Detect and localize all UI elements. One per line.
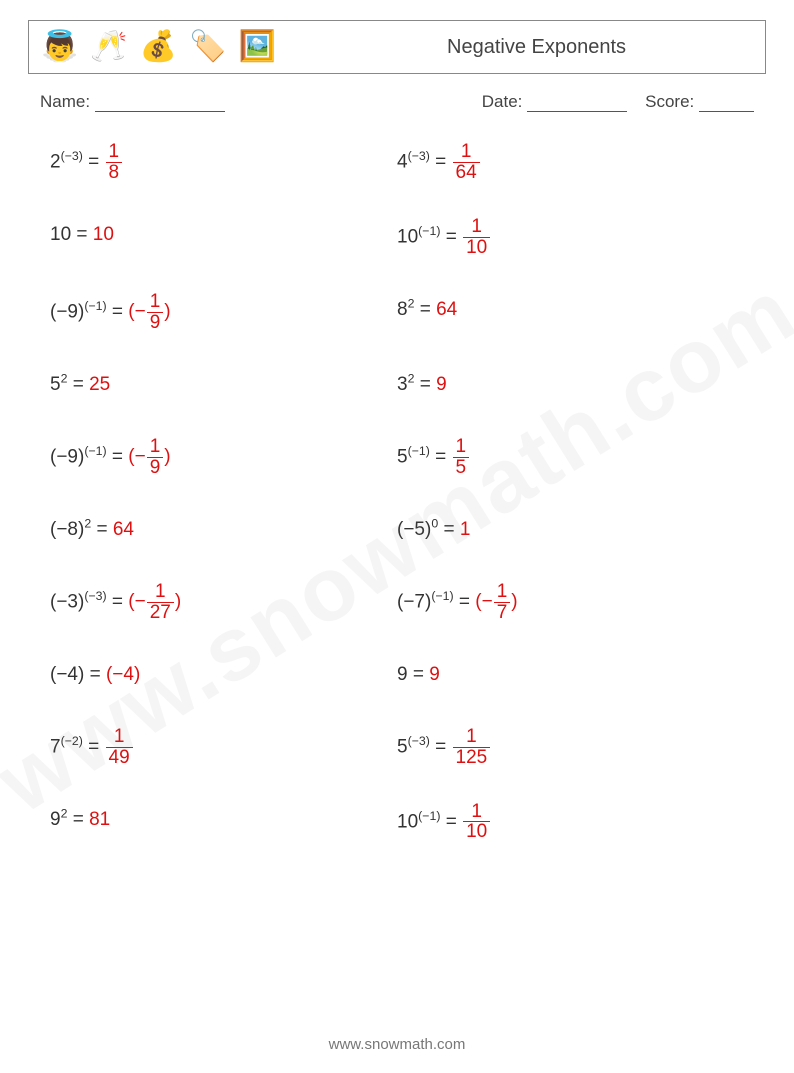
problem: 10(−1) = 110	[397, 217, 744, 258]
problem: 9 = 9	[397, 657, 744, 693]
problem: 5(−1) = 15	[397, 437, 744, 478]
header-icons: 👼 🥂 💰 🏷️ 🖼️	[41, 32, 276, 62]
problem: (−5)0 = 1	[397, 512, 744, 548]
problem: 52 = 25	[50, 367, 397, 403]
problem: 82 = 64	[397, 292, 744, 333]
date-field[interactable]	[527, 93, 627, 112]
problem: 2(−3) = 18	[50, 142, 397, 183]
angel-icon: 👼	[41, 32, 78, 62]
problem: (−9)(−1) = (−19)	[50, 292, 397, 333]
problem: (−8)2 = 64	[50, 512, 397, 548]
problem: 10 = 10	[50, 217, 397, 258]
name-label: Name:	[40, 92, 90, 111]
problem: 10(−1) = 110	[397, 802, 744, 843]
problem: 32 = 9	[397, 367, 744, 403]
frame-icon: 🖼️	[238, 32, 275, 62]
problem: (−4) = (−4)	[50, 657, 397, 693]
cheers-icon: 🥂	[90, 32, 127, 62]
meta-row: Name: Date: Score:	[40, 92, 754, 112]
date-label: Date:	[482, 92, 523, 111]
problem: (−7)(−1) = (−17)	[397, 582, 744, 623]
problem: 92 = 81	[50, 802, 397, 843]
bag-icon: 💰	[140, 32, 177, 62]
problem: 7(−2) = 149	[50, 727, 397, 768]
problem: 5(−3) = 1125	[397, 727, 744, 768]
page-title: Negative Exponents	[447, 36, 626, 59]
problem: (−9)(−1) = (−19)	[50, 437, 397, 478]
problem: (−3)(−3) = (−127)	[50, 582, 397, 623]
footer-url: www.snowmath.com	[0, 1036, 794, 1053]
tag-icon: 🏷️	[189, 32, 226, 62]
problem: 4(−3) = 164	[397, 142, 744, 183]
name-field[interactable]	[95, 93, 225, 112]
problems-grid: 2(−3) = 184(−3) = 16410 = 1010(−1) = 110…	[50, 142, 744, 842]
score-field[interactable]	[699, 93, 754, 112]
score-label: Score:	[645, 92, 694, 111]
header-box: 👼 🥂 💰 🏷️ 🖼️ Negative Exponents	[28, 20, 766, 74]
